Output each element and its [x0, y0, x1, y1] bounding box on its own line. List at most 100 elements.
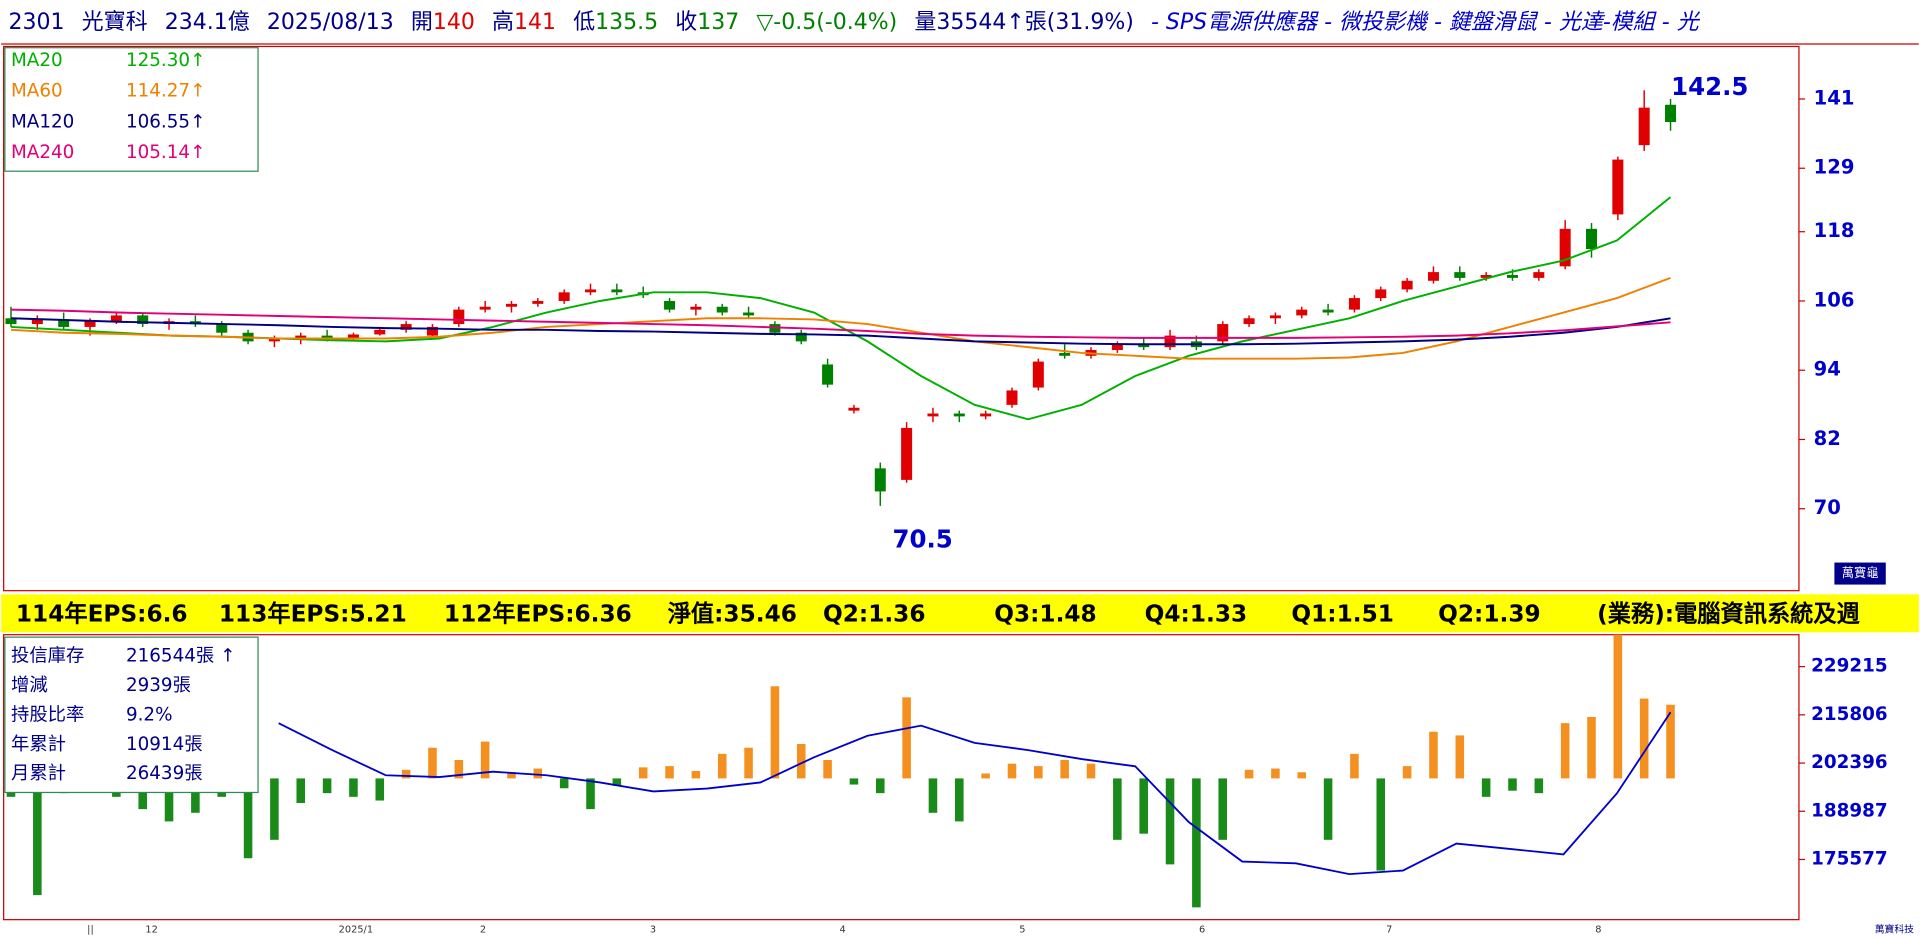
- legend-name: MA20: [11, 50, 63, 71]
- holdings-label: 年累計: [11, 734, 66, 755]
- y-tick-label: 118: [1814, 219, 1855, 242]
- candle-body: [479, 306, 491, 310]
- bar: [428, 747, 437, 779]
- eps-band: [1, 594, 1919, 633]
- eps-item: 113年EPS:5.21: [219, 601, 407, 628]
- eps-item: Q2:1.39: [1438, 601, 1540, 628]
- y-tick-label: 141: [1814, 86, 1855, 109]
- legend-name: MA60: [11, 81, 63, 102]
- y-tick-label: 94: [1814, 358, 1841, 381]
- holdings-value: 9.2%: [126, 704, 173, 725]
- legend-name: MA240: [11, 142, 74, 163]
- candle-body: [137, 315, 149, 325]
- eps-item: 112年EPS:6.36: [444, 601, 632, 628]
- y-tick-label: 229215: [1811, 656, 1888, 677]
- bar: [507, 772, 516, 779]
- bar: [1666, 704, 1675, 779]
- candle-body: [1586, 228, 1598, 250]
- bar: [164, 778, 174, 822]
- y-tick-label: 215806: [1811, 704, 1888, 725]
- candle-body: [901, 427, 913, 480]
- bar: [928, 778, 938, 813]
- bar: [454, 759, 464, 779]
- bar: [612, 778, 622, 786]
- candle-body: [980, 413, 992, 417]
- bar: [533, 768, 543, 779]
- holdings-label: 持股比率: [11, 704, 84, 725]
- bar: [902, 697, 911, 779]
- bar: [1560, 723, 1570, 779]
- candle-body: [1559, 228, 1571, 267]
- candle-body: [347, 334, 359, 339]
- header-item: 2301: [9, 10, 65, 35]
- bar: [480, 741, 490, 779]
- candle-body: [874, 468, 886, 492]
- badge: 萬寶龜: [1842, 565, 1879, 580]
- bar: [1060, 759, 1069, 779]
- bar: [823, 759, 832, 779]
- holdings-frame: [3, 634, 1800, 921]
- candle-body: [31, 319, 43, 325]
- candle-body: [1032, 361, 1044, 388]
- eps-item: (業務):電腦資訊系統及週: [1597, 601, 1860, 628]
- x-tick-label: 2025/1: [339, 924, 373, 935]
- legend-value: 105.14↑: [126, 142, 206, 163]
- candle-body: [268, 338, 280, 342]
- eps-item: Q3:1.48: [994, 601, 1096, 628]
- x-tick-label: 4: [839, 924, 845, 935]
- y-tick-label: 188987: [1811, 800, 1888, 821]
- ma-line: [10, 317, 1671, 346]
- candle-body: [532, 300, 544, 304]
- candle-body: [1296, 309, 1308, 316]
- candle-body: [5, 318, 17, 325]
- header-item: 135.5: [595, 10, 658, 35]
- candle-body: [58, 319, 70, 327]
- candle-body: [1217, 324, 1229, 342]
- candle-body: [1269, 315, 1281, 319]
- bar: [1613, 634, 1623, 779]
- bar: [270, 778, 279, 840]
- candle-body: [822, 364, 834, 385]
- overlay: MA20 125.30↑MA60 114.27↑MA120 106.55↑MA240 1…: [4, 47, 1914, 935]
- candle-body: [795, 332, 807, 342]
- bar: [770, 686, 780, 779]
- y-tick-label: 129: [1814, 156, 1855, 179]
- candle-body: [321, 335, 333, 339]
- x-tick-label: 2: [480, 924, 486, 935]
- bar: [322, 778, 332, 794]
- candle-body: [1348, 298, 1360, 310]
- header-item: ▽-0.5(-0.4%): [756, 10, 897, 35]
- candle-body: [1480, 275, 1492, 278]
- holdings-label: 投信庫存: [11, 646, 84, 667]
- candle-body: [1665, 104, 1677, 123]
- candle-body: [426, 326, 438, 336]
- eps-item: Q2:1.36: [823, 601, 925, 628]
- x-tick-label: 8: [1595, 924, 1601, 935]
- holdings-value: 216544張 ↑: [126, 646, 235, 667]
- eps-item: 114年EPS:6.6: [16, 601, 188, 628]
- candle-body: [1506, 275, 1518, 278]
- x-tick-label: 6: [1199, 924, 1205, 935]
- header-item: 140: [433, 10, 475, 35]
- legend-value: 125.30↑: [126, 50, 206, 71]
- bar: [1007, 763, 1017, 779]
- bar: [665, 766, 674, 779]
- holdings-value: 10914張: [126, 734, 203, 755]
- bar: [1534, 778, 1544, 794]
- x-tick-label: 5: [1019, 924, 1025, 935]
- bar: [981, 773, 990, 779]
- header-item: 光寶科: [82, 10, 148, 35]
- candle-body: [1375, 289, 1387, 299]
- x-tick-label: 3: [650, 924, 656, 935]
- bar: [638, 767, 648, 779]
- bar: [1639, 698, 1649, 779]
- eps-item: 淨值:35.46: [668, 601, 797, 628]
- header-item: - SPS電源供應器 - 微投影機 - 鍵盤滑鼠 - 光達-模組 - 光: [1151, 10, 1701, 35]
- bar: [1139, 778, 1148, 834]
- candle-body: [110, 315, 122, 322]
- bar: [1429, 731, 1438, 779]
- holdings-box: [4, 636, 259, 794]
- candle-body: [1059, 352, 1071, 356]
- header-item: 35544↑張(31.9%): [936, 10, 1133, 35]
- candle-body: [953, 413, 965, 417]
